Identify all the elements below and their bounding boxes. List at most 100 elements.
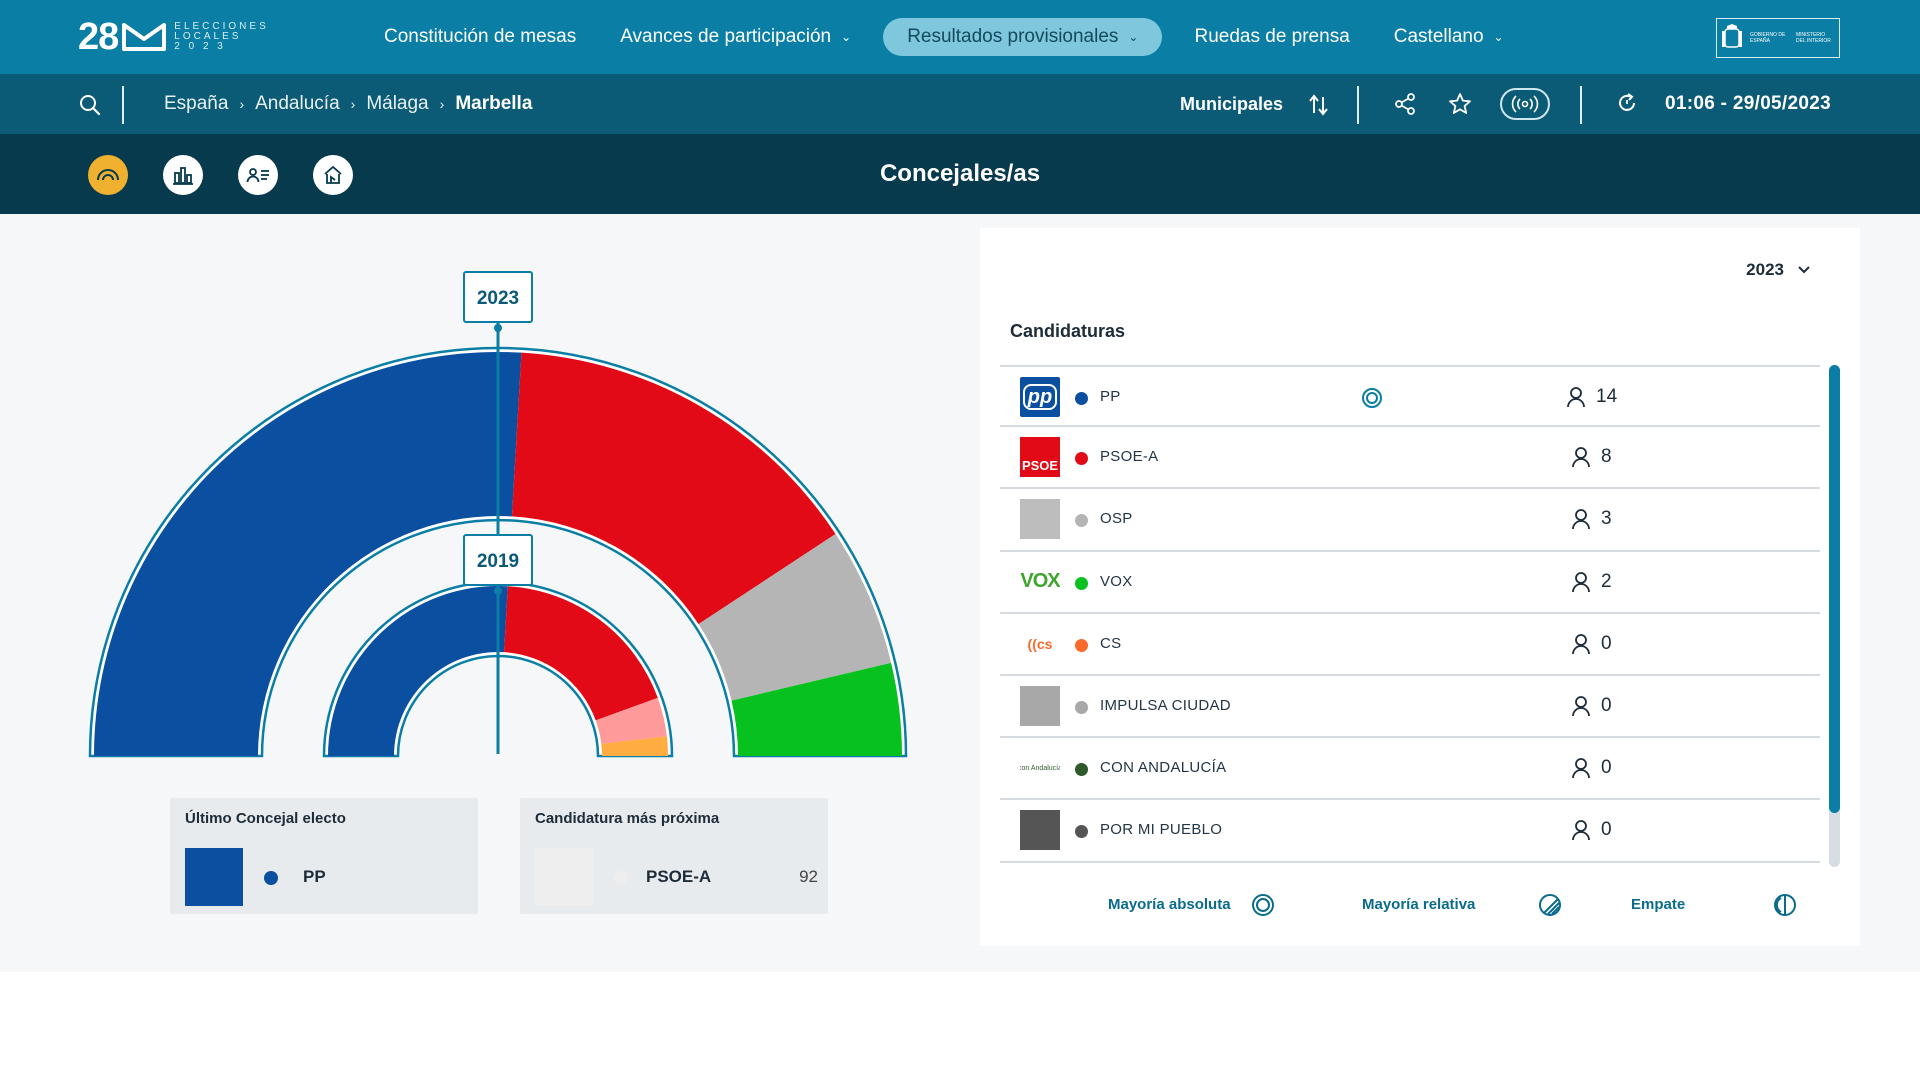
year-dropdown[interactable]: 2023 [1746,260,1810,280]
year-marker-dot [494,587,502,595]
candidacies-list: pp PP 14 PSOE PSOE-A 8 OSP 3 VOX VOX 2 ((cs CS 0 IMPUL… [1000,365,1820,863]
scrutiny-view-button[interactable] [313,155,353,195]
party-name: POR MI PUEBLO [1100,821,1223,839]
envelope-icon [122,23,167,51]
nav-resultados-provisionales[interactable]: Resultados provisionales ⌄ [883,18,1163,56]
last-elected-title: Último Concejal electo [185,810,346,827]
main-menu: Constitución de mesas Avances de partici… [362,18,1526,56]
closest-candidacy-party: PSOE-A [646,867,712,886]
hemicycle-segment-psoea [511,352,836,625]
seats-count: 0 [1571,695,1612,717]
seats-count: 8 [1571,446,1612,468]
logo-number: 28 [78,16,119,58]
candidacy-row[interactable]: ((cs CS 0 [1000,614,1820,676]
logo-text: ELECCIONES LOCALES 2 0 2 3 [174,22,268,52]
chevron-down-icon: ⌄ [1493,30,1504,44]
candidacy-row[interactable]: OSP 3 [1000,489,1820,552]
candidacy-row[interactable]: VOX VOX 2 [1000,552,1820,614]
breadcrumb-espana[interactable]: España [164,93,229,114]
scrollbar-thumb[interactable] [1829,365,1840,813]
hemicycle-segment-psoea [504,586,658,721]
hemicycle-view-button[interactable] [88,155,128,195]
logo-text-line1: ELECCIONES [174,21,269,32]
legend-absolute-majority: Mayoría absoluta [1108,896,1231,913]
chevron-right-icon: › [239,96,245,112]
candidacy-row[interactable]: POR MI PUEBLO 0 [1000,800,1820,863]
last-elected-card: Último Concejal electo PP [170,798,478,914]
person-icon [1572,571,1590,592]
seats-count: 2 [1571,571,1612,593]
seats-value: 0 [1601,632,1612,654]
closest-candidacy-votes: 92 [799,867,818,886]
share-icon[interactable] [1394,93,1416,115]
nav-label: Avances de participación [620,26,832,47]
search-icon[interactable] [78,93,102,117]
party-name: OSP [1100,510,1133,528]
ballot-building-icon [324,165,342,184]
party-color-dot [264,871,278,885]
party-color-dot [614,871,628,885]
nav-label: Castellano [1393,26,1484,47]
nav-avances-participacion[interactable]: Avances de participación ⌄ [598,18,873,56]
nav-ruedas-prensa[interactable]: Ruedas de prensa [1172,18,1371,56]
legend-tie: Empate [1631,896,1686,913]
bar-chart-view-button[interactable] [163,155,203,195]
party-color-dot [1075,514,1088,528]
candidacy-row[interactable]: IMPULSA CIUDAD 0 [1000,676,1820,739]
elections-logo[interactable]: 28 ELECCIONES LOCALES 2 0 2 3 [78,18,269,56]
candidacy-row[interactable]: PSOE PSOE-A 8 [1000,427,1820,490]
party-swatch [185,848,243,906]
person-icon [1572,633,1590,654]
party-name: CS [1100,634,1122,652]
candidacy-row[interactable]: con Andalucía CON ANDALUCÍA 0 [1000,738,1820,801]
view-title: Concejales/as [879,160,1041,187]
person-icon [1572,758,1590,779]
relative-majority-icon [1539,894,1561,916]
breadcrumb-marbella: Marbella [455,93,533,114]
refresh-icon[interactable] [1616,92,1638,114]
party-color-dot [1075,638,1088,652]
star-icon[interactable] [1448,92,1472,116]
candidates-view-button[interactable] [238,155,278,195]
live-toggle[interactable] [1500,88,1550,120]
government-logo[interactable]: GOBIERNO DE ESPAÑA MINISTERIO DEL INTERI… [1716,18,1840,58]
hemicycle-ring-2019 [322,580,674,758]
party-name: VOX [1100,572,1133,590]
party-swatch [535,848,593,906]
year-marker-box [463,271,533,323]
party-name: CON ANDALUCÍA [1100,759,1227,777]
hemicycle-segment-vox [731,662,902,756]
hemicycle-ring-2023 [88,346,908,758]
language-selector[interactable]: Castellano ⌄ [1372,18,1526,56]
breadcrumb-andalucia[interactable]: Andalucía [255,93,340,114]
party-name: IMPULSA CIUDAD [1100,696,1231,714]
breadcrumb-malaga[interactable]: Málaga [366,93,429,114]
candidacies-panel: 2023 Candidaturas pp PP 14 PSOE PSOE-A 8 OSP 3 V… [980,228,1860,946]
person-icon [1572,447,1590,468]
chevron-down-icon: ⌄ [841,30,852,44]
year-marker-dot [494,324,502,332]
vox-logo: VOX [1020,570,1060,593]
party-color-dot [1075,576,1088,590]
year-marker-label: 2019 [477,551,519,572]
seats-value: 3 [1601,508,1612,530]
swap-sort-icon[interactable] [1308,94,1330,116]
closest-candidacy-card: Candidatura más próxima PSOE-A 92 [520,798,828,914]
breadcrumb: España › Andalucía › Málaga › Marbella [164,74,532,134]
seats-value: 14 [1596,386,1618,407]
divider [1580,86,1582,124]
tie-icon [1774,894,1796,916]
election-type-label[interactable]: Municipales [1180,93,1284,114]
cs-logo: ((cs [1027,635,1053,652]
location-bar: España › Andalucía › Málaga › Marbella M… [0,74,1920,134]
pp-logo: pp [1020,377,1060,417]
view-bar: Concejales/as [0,134,1920,214]
chevron-down-icon: ⌄ [1128,30,1139,44]
chevron-right-icon: › [350,96,356,112]
nav-label: Resultados provisionales [907,26,1119,47]
nav-constitucion-mesas[interactable]: Constitución de mesas [362,18,598,56]
candidacy-row[interactable]: pp PP 14 [1000,365,1820,428]
seats-value: 0 [1601,694,1612,716]
year-value: 2023 [1746,260,1784,279]
absolute-majority-icon [1252,894,1274,916]
